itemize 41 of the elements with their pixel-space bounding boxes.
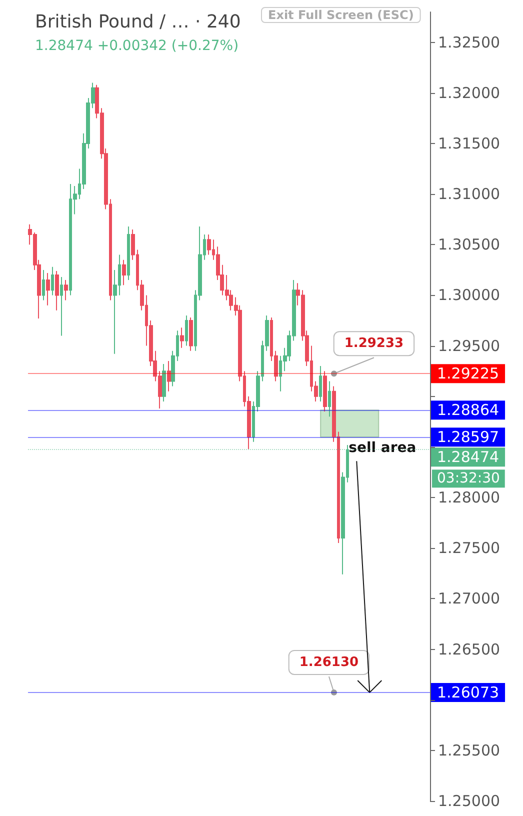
text: 1.28474 +0.00342 (+0.27%)	[35, 38, 239, 54]
candlestick	[122, 259, 126, 286]
y-tick-label: 1.25000	[438, 792, 500, 810]
ref-line-label: 1.29225	[437, 364, 500, 383]
candlestick	[180, 327, 184, 348]
candlestick	[127, 226, 130, 281]
ref-line-label: 1.28597	[437, 428, 500, 446]
candlestick	[167, 360, 171, 392]
ref-line-label: 1.28864	[437, 401, 500, 420]
y-tick-label: 1.29500	[438, 336, 500, 355]
y-tick-label: 1.28000	[438, 488, 500, 507]
chart-title: British Pound / … · 240	[35, 12, 241, 32]
ref-line-label: 1.26073	[437, 683, 500, 702]
candlestick	[51, 266, 54, 296]
candlestick	[323, 370, 327, 412]
candlestick	[42, 269, 45, 301]
y-tick-label: 1.27000	[438, 590, 500, 608]
y-tick-label: 1.25500	[438, 741, 500, 760]
band-label: sell area	[348, 440, 416, 456]
y-tick-label: 1.27500	[438, 539, 500, 558]
candlestick	[55, 270, 59, 311]
candlestick	[64, 280, 68, 301]
candlestick	[185, 314, 188, 346]
annotation: 1.29233	[344, 336, 404, 352]
y-tick-label: 1.30500	[438, 236, 500, 254]
y-tick-label: 1.31500	[438, 134, 500, 152]
y-tick-label: 1.26500	[438, 640, 500, 658]
y-tick-label: 1.32000	[438, 84, 500, 102]
candlestick	[60, 276, 63, 336]
candlestick	[189, 316, 193, 352]
annotation: 1.26130	[299, 654, 359, 670]
annotation: Exit Full Screen (ESC)	[268, 8, 414, 22]
text: 03:32:30	[437, 470, 500, 487]
y-tick-label: 1.31000	[438, 185, 500, 204]
y-tick-label: 1.30000	[438, 286, 500, 304]
candlestick	[319, 366, 322, 402]
ref-line-label: 1.28474	[437, 448, 500, 466]
candlestick	[46, 272, 50, 306]
y-tick-label: 1.32500	[438, 33, 500, 52]
candlestick	[328, 380, 331, 418]
candlestick	[162, 364, 166, 402]
